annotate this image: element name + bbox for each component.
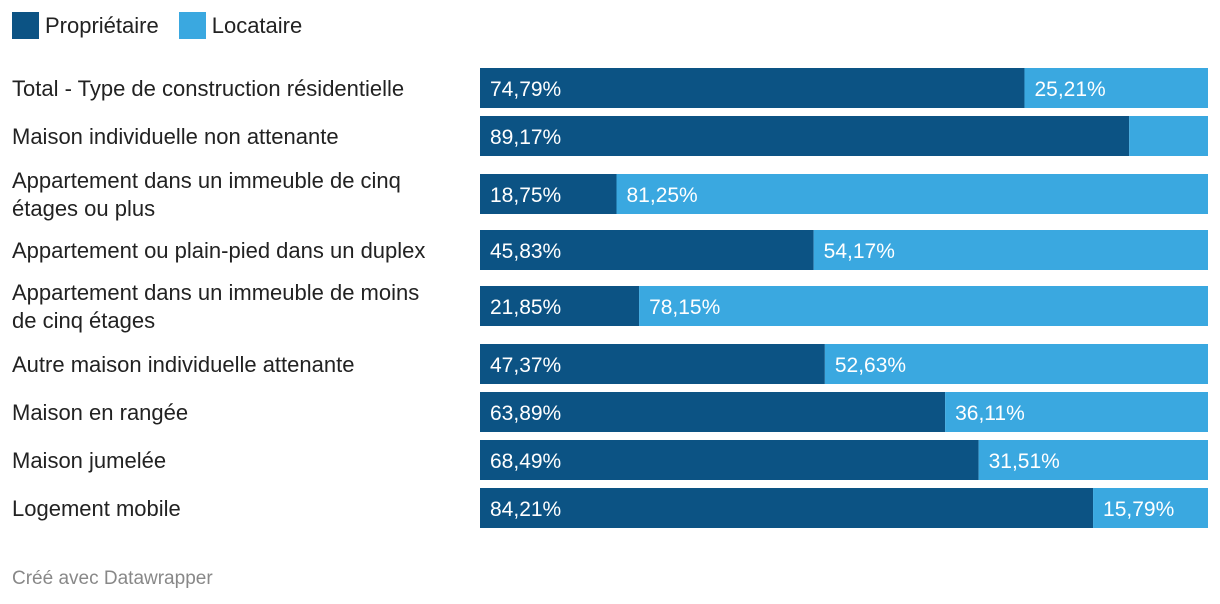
bar-renter [1093,488,1208,528]
legend-label-renter: Locataire [211,12,303,38]
legend-swatch-renter [178,12,206,39]
value-label-owner: 84,21% [490,498,561,521]
bar-owner [480,488,1094,528]
value-label-renter: 78,15% [649,296,720,319]
category-label: Appartement dans un immeuble de cinq étag… [12,168,401,221]
bar-owner [480,68,1025,108]
value-label-renter: 31,51% [989,450,1060,473]
value-label-owner: 45,83% [490,240,561,263]
category-label: Logement mobile [12,496,181,521]
value-label-renter: 25,21% [1034,78,1105,101]
category-label: Maison en rangée [12,400,188,425]
bar-owner [480,116,1130,156]
bar-renter [639,286,1208,326]
value-label-renter: 52,63% [835,354,906,377]
bar-renter [978,440,1208,480]
bar-owner [480,230,814,270]
bar-owner [480,344,825,384]
value-label-owner: 89,17% [490,126,561,149]
bar-renter [1024,68,1208,108]
bar-renter [1129,116,1208,156]
bar-renter [616,174,1208,214]
value-label-owner: 74,79% [490,78,561,101]
legend-label-owner: Propriétaire [45,12,159,38]
category-label: Appartement ou plain-pied dans un duplex [12,238,425,263]
value-label-owner: 21,85% [490,296,561,319]
bar-renter [945,392,1208,432]
category-label: Appartement dans un immeuble de moins de … [12,280,419,333]
bar-owner [480,392,946,432]
bar-renter [824,344,1208,384]
category-label: Maison jumelée [12,448,166,473]
bar-owner [480,174,617,214]
category-label: Total - Type de construction résidentiel… [12,76,404,101]
category-label: Autre maison individuelle attenante [12,352,354,377]
footer-credit: Créé avec Datawrapper [12,568,213,589]
value-label-renter: 15,79% [1103,498,1174,521]
value-label-owner: 63,89% [490,402,561,425]
value-label-renter: 54,17% [824,240,895,263]
value-label-renter: 81,25% [627,184,698,207]
category-label: Maison individuelle non attenante [12,124,339,149]
value-label-renter: 36,11% [955,402,1025,425]
bar-renter [813,230,1208,270]
legend: Propriétaire Locataire [12,12,322,39]
stacked-bar-chart: Total - Type de construction résidentiel… [12,68,1208,528]
legend-item-owner: Propriétaire [12,12,159,39]
legend-item-renter: Locataire [178,12,303,39]
bar-owner [480,440,979,480]
value-label-owner: 18,75% [490,184,561,207]
legend-swatch-owner [12,12,39,39]
bar-owner [480,286,640,326]
value-label-owner: 47,37% [490,354,561,377]
value-label-owner: 68,49% [490,450,561,473]
